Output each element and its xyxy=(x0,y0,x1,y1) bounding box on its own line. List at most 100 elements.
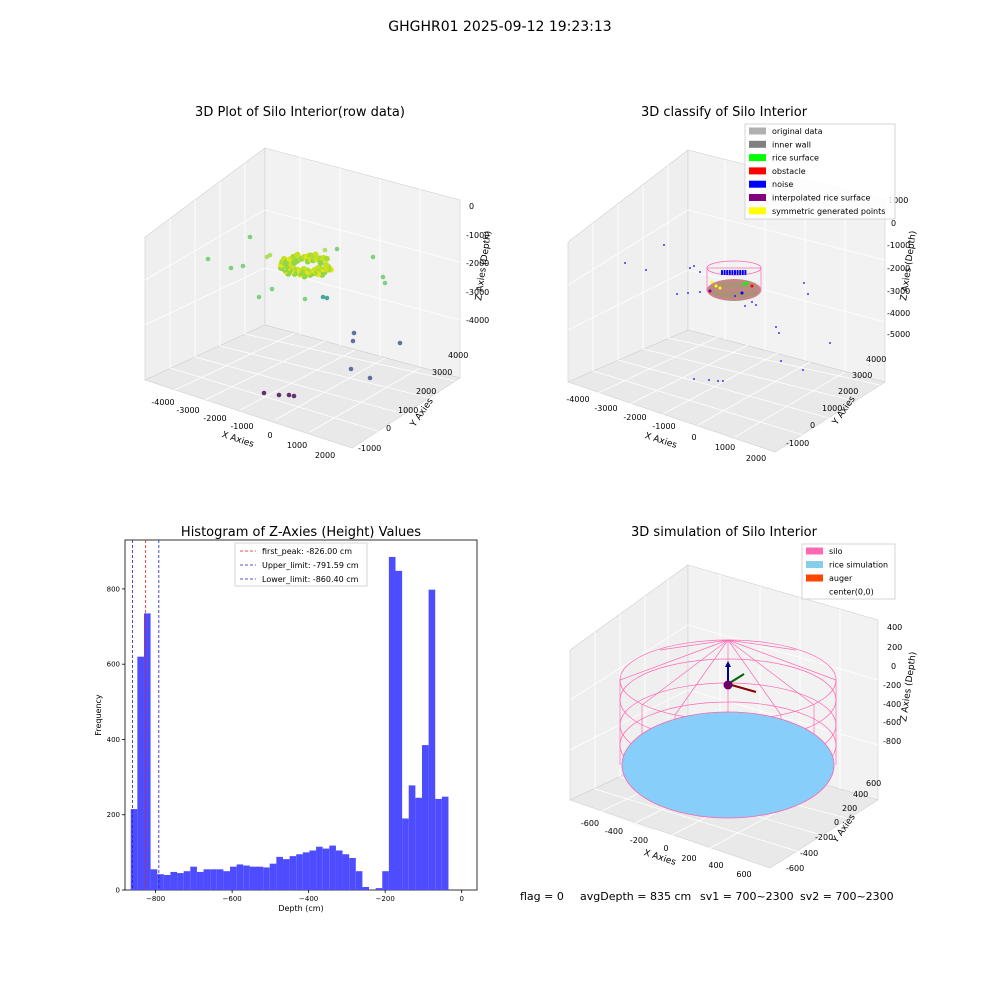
simulation-y-tick: -400 xyxy=(800,849,818,858)
noise-point xyxy=(699,291,701,293)
raw-point xyxy=(302,296,308,302)
noise-point xyxy=(802,369,804,371)
histogram-title: Histogram of Z-Axies (Height) Values xyxy=(181,525,421,540)
histogram-y-ticks: 0 200 400 600 800 xyxy=(107,585,125,895)
classify-point-cloud xyxy=(624,244,831,382)
simulation-legend-swatch xyxy=(806,574,823,582)
classify-z-tick: 0 xyxy=(891,219,896,228)
histogram-bar xyxy=(150,869,158,890)
noise-point xyxy=(693,378,695,380)
raw-x-tick: -3000 xyxy=(176,406,199,415)
simulation-legend-label: auger xyxy=(829,574,853,583)
simulation-z-ticks: 400 200 0 -200 -400 -600 -800 xyxy=(883,623,902,746)
histogram-bar xyxy=(355,871,363,890)
histogram-bars xyxy=(130,556,449,890)
classified-point xyxy=(714,284,718,288)
histogram-bar xyxy=(435,798,442,890)
raw-z-ticks: 0 -1000 -2000 -3000 -4000 xyxy=(466,202,489,325)
raw-x-tick: -4000 xyxy=(151,398,174,407)
panel-histogram: Histogram of Z-Axies (Height) Values −80… xyxy=(94,525,478,913)
histogram-bar xyxy=(157,874,164,890)
histogram-bar xyxy=(441,796,449,890)
classify-y-tick: -1000 xyxy=(786,439,809,448)
histogram-bar xyxy=(190,866,197,890)
classify-z-tick: -5000 xyxy=(887,330,910,339)
simulation-z-tick: 200 xyxy=(887,643,902,652)
simulation-z-tick: -600 xyxy=(883,718,901,727)
classify-legend-label: symmetric generated points xyxy=(772,207,885,216)
classify-legend-label: original data xyxy=(772,127,823,136)
raw-point xyxy=(261,390,267,396)
simulation-y-tick: 600 xyxy=(866,779,881,788)
histogram-bar xyxy=(256,866,264,890)
classify-x-tick: -3000 xyxy=(594,404,617,413)
raw-point xyxy=(351,330,357,336)
raw-point xyxy=(380,274,386,280)
simulation-x-ticks: -600 -400 -200 0 200 400 600 xyxy=(581,819,752,879)
noise-point xyxy=(728,272,731,276)
classified-point xyxy=(718,286,722,290)
classify-x-tick: 0 xyxy=(691,433,696,442)
noise-point xyxy=(676,293,678,295)
classified-point xyxy=(710,280,714,284)
histogram-bar xyxy=(263,867,270,890)
histogram-y-tick: 200 xyxy=(107,811,120,819)
panel-classify-title: 3D classify of Silo Interior xyxy=(641,105,808,120)
simulation-z-tick: -800 xyxy=(883,737,901,746)
raw-point xyxy=(370,254,376,260)
raw-point xyxy=(286,392,292,398)
histogram-bar xyxy=(276,856,283,890)
classify-x-tick: 1000 xyxy=(715,443,735,452)
noise-point xyxy=(717,380,719,382)
histogram-bar xyxy=(289,856,297,890)
histogram-bar xyxy=(230,866,237,890)
raw-y-tick: 0 xyxy=(386,424,391,433)
noise-point xyxy=(744,272,747,276)
histogram-bar xyxy=(402,818,409,890)
histogram-bar xyxy=(322,848,330,890)
simulation-y-tick: 400 xyxy=(853,790,868,799)
histogram-bar xyxy=(316,846,323,890)
histogram-bar xyxy=(302,852,310,890)
noise-point xyxy=(726,272,729,276)
noise-point xyxy=(744,305,746,307)
raw-point xyxy=(267,252,273,258)
histogram-bar xyxy=(388,556,396,890)
classified-point xyxy=(742,282,746,286)
histogram-bar xyxy=(349,858,356,890)
histogram-y-tick: 800 xyxy=(107,585,120,593)
simulation-z-label: Z Axies (Depth) xyxy=(899,651,919,722)
histogram-x-tick: 0 xyxy=(459,895,463,903)
rice-surface xyxy=(621,711,835,819)
noise-point xyxy=(807,293,809,295)
classify-x-tick: -1000 xyxy=(652,422,675,431)
classify-y-tick: 4000 xyxy=(866,355,886,364)
histogram-bar xyxy=(428,589,436,890)
simulation-z-tick: -400 xyxy=(883,700,901,709)
histogram-bar xyxy=(249,866,257,890)
noise-point xyxy=(723,272,726,276)
simulation-z-tick: -200 xyxy=(883,681,901,690)
classify-legend-swatch xyxy=(749,167,766,175)
noise-point xyxy=(708,379,710,381)
histogram-bar xyxy=(236,864,244,890)
histogram-bar xyxy=(282,859,290,890)
raw-y-tick: 1000 xyxy=(398,406,418,415)
classified-point xyxy=(708,289,712,293)
simulation-legend-label: silo xyxy=(829,547,843,556)
classify-y-tick: 2000 xyxy=(838,387,858,396)
raw-z-tick: -2000 xyxy=(466,259,489,268)
panel-raw-3d: 3D Plot of Silo Interior(row data) -40 xyxy=(144,105,494,460)
raw-point xyxy=(322,247,328,253)
raw-point xyxy=(382,280,388,286)
classify-legend-swatch xyxy=(749,207,766,215)
histogram-bar xyxy=(375,888,383,890)
histogram-bar xyxy=(243,865,250,890)
histogram-bar xyxy=(415,797,422,890)
raw-point xyxy=(269,286,275,292)
histogram-bar xyxy=(163,874,171,890)
noise-point xyxy=(803,282,805,284)
histogram-y-label: Frequency xyxy=(94,694,103,736)
simulation-x-tick: -400 xyxy=(605,827,623,836)
noise-point xyxy=(663,244,665,246)
